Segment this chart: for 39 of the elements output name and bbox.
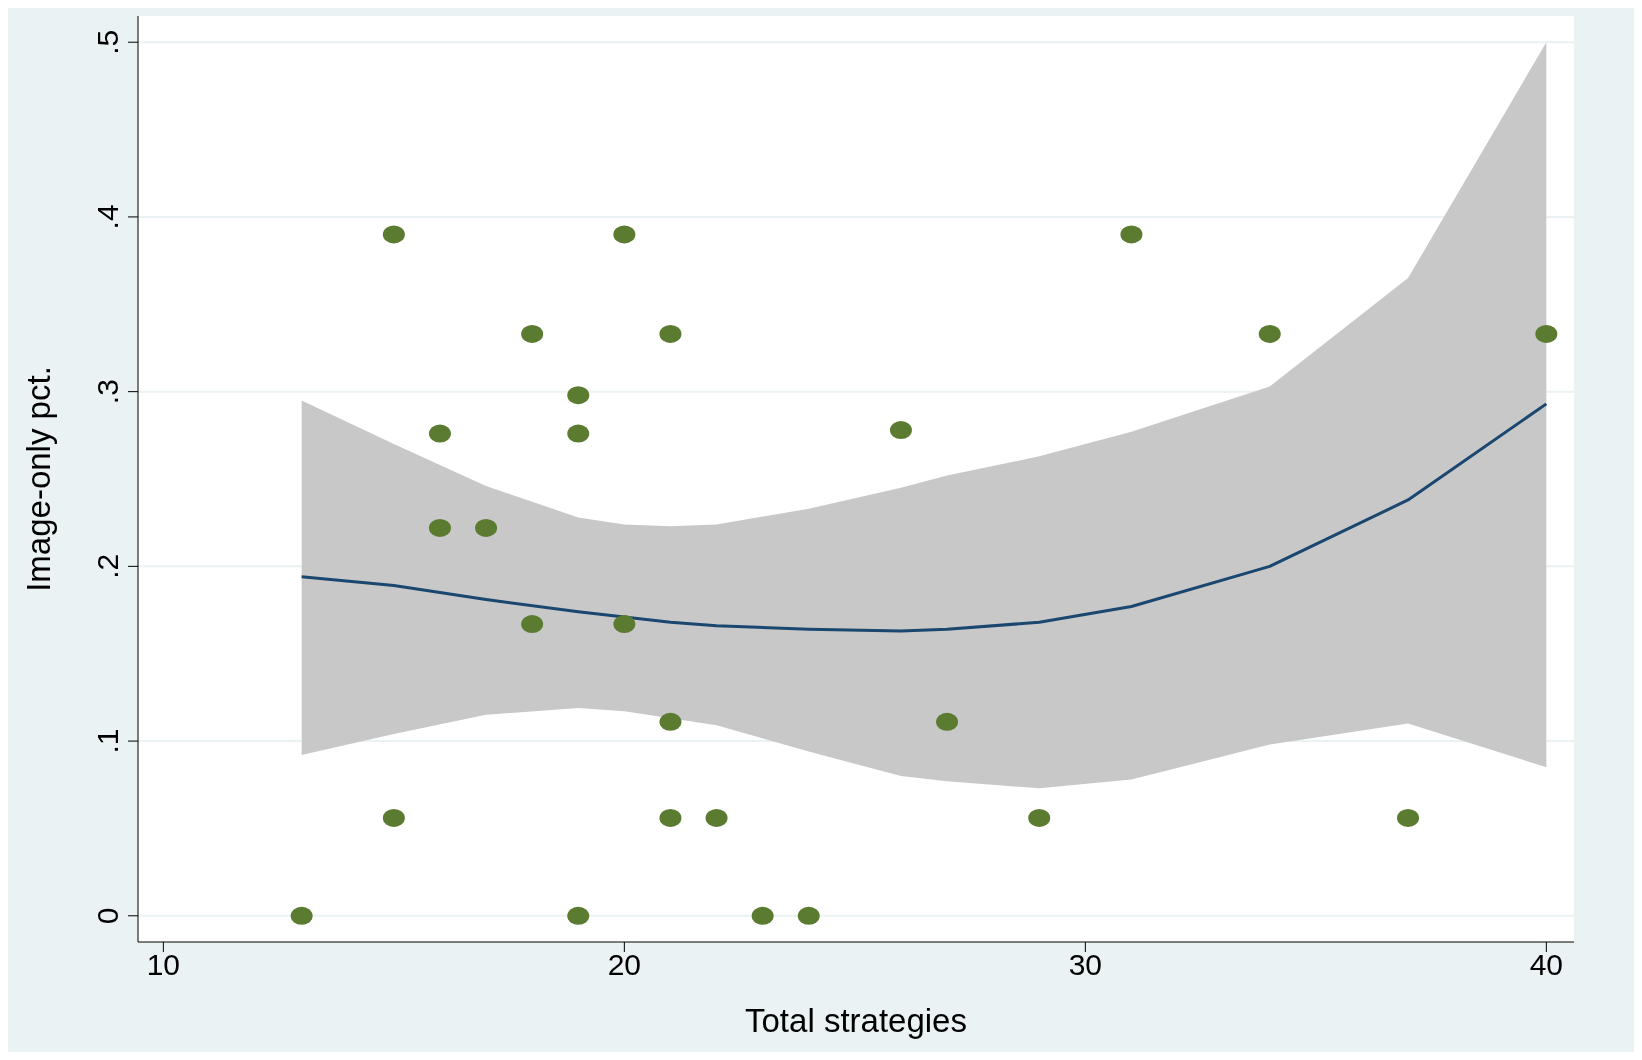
point	[659, 808, 682, 827]
point	[613, 615, 636, 634]
point	[428, 518, 451, 537]
point	[382, 808, 405, 827]
point	[475, 518, 498, 537]
point	[797, 906, 820, 925]
y-tick-label: .4	[91, 204, 124, 230]
y-tick-label: .2	[91, 553, 124, 579]
point	[567, 424, 590, 443]
x-tick-label: 30	[1068, 948, 1103, 982]
point	[1535, 324, 1558, 343]
point	[428, 424, 451, 443]
point	[1028, 808, 1051, 827]
point	[705, 808, 728, 827]
point	[521, 615, 544, 634]
point	[751, 906, 774, 925]
point	[1258, 324, 1281, 343]
y-tick-label: .1	[91, 728, 124, 754]
point	[1120, 225, 1143, 244]
point	[659, 324, 682, 343]
x-tick-label: 20	[607, 948, 642, 982]
point	[613, 225, 636, 244]
point	[659, 712, 682, 731]
point	[290, 906, 313, 925]
point	[521, 324, 544, 343]
point	[936, 712, 959, 731]
point	[567, 386, 590, 405]
y-tick-label: .3	[91, 379, 124, 405]
x-axis-title: Total strategies	[745, 1002, 967, 1039]
point	[1397, 808, 1420, 827]
y-tick-label: .5	[91, 29, 124, 55]
y-axis-title: Image-only pct.	[19, 366, 57, 592]
y-tick-label: 0	[91, 907, 124, 925]
point	[567, 906, 590, 925]
point	[889, 421, 912, 440]
line-series	[300, 402, 1548, 633]
point	[382, 225, 405, 244]
x-tick-label: 40	[1529, 948, 1564, 982]
x-tick-label: 10	[146, 948, 181, 982]
